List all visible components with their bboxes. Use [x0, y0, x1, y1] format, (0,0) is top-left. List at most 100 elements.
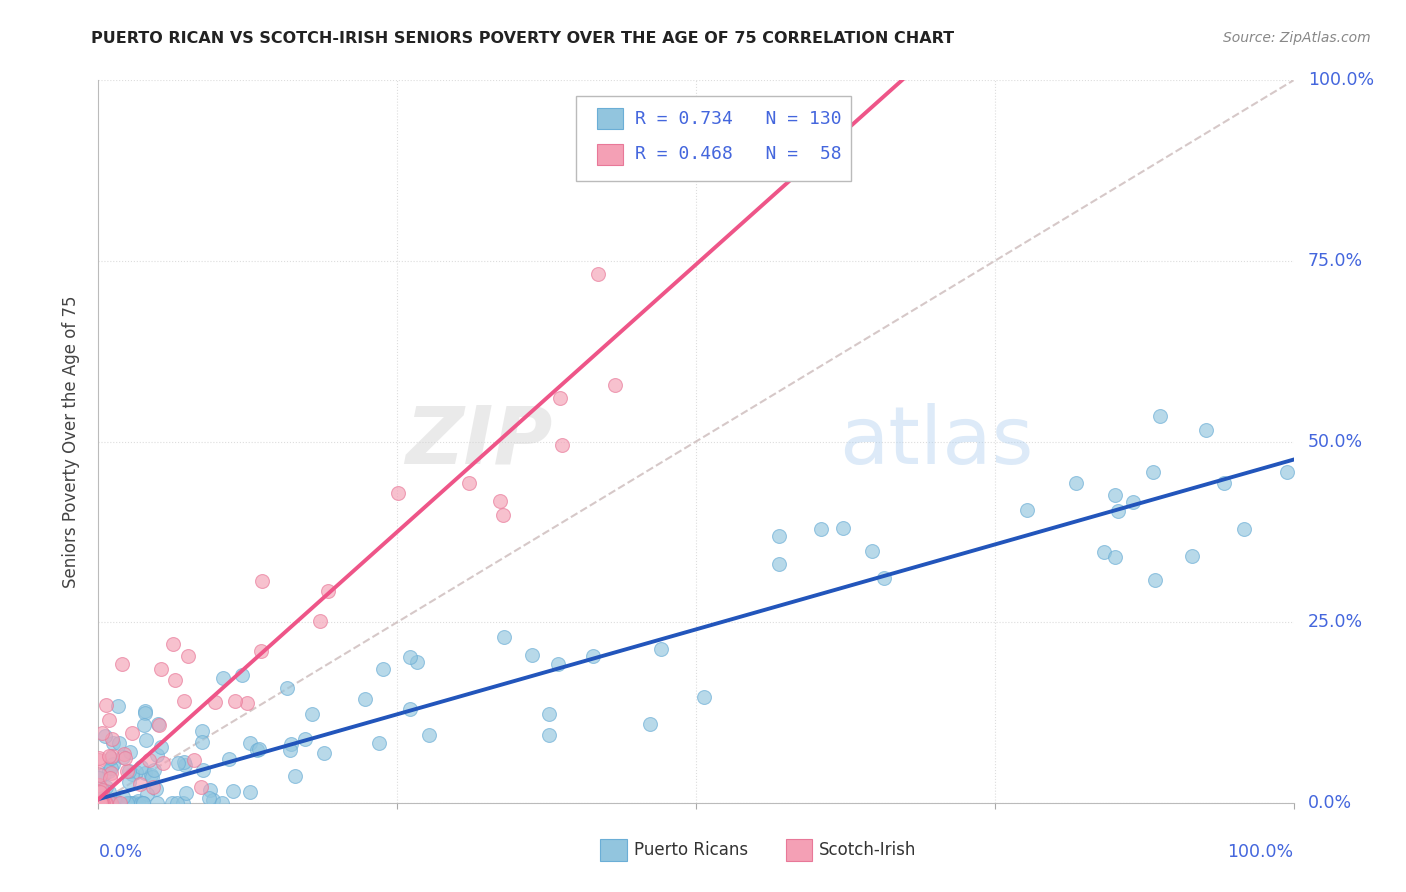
Point	[1143, 573, 1166, 587]
Point	[98, 796, 121, 810]
FancyBboxPatch shape	[786, 838, 811, 861]
Point	[239, 736, 262, 750]
Point	[1149, 409, 1171, 423]
Point	[152, 756, 174, 770]
Point	[100, 761, 122, 775]
Point	[136, 787, 159, 801]
Point	[367, 736, 389, 750]
Point	[250, 644, 273, 658]
Point	[1104, 550, 1126, 565]
Point	[198, 791, 221, 805]
Point	[586, 267, 609, 281]
Point	[87, 779, 110, 793]
Point	[650, 642, 672, 657]
Point	[1181, 549, 1204, 563]
Point	[132, 717, 155, 731]
Point	[134, 706, 156, 721]
Point	[276, 681, 298, 695]
Point	[551, 437, 574, 451]
Point	[118, 774, 141, 789]
Point	[98, 764, 121, 779]
Point	[191, 723, 214, 738]
Point	[149, 661, 172, 675]
Point	[142, 780, 165, 794]
Point	[1092, 545, 1115, 559]
Point	[1212, 475, 1234, 490]
Text: 75.0%: 75.0%	[1308, 252, 1362, 270]
Point	[398, 649, 420, 664]
Text: 0.0%: 0.0%	[98, 843, 142, 861]
Point	[125, 764, 148, 779]
Point	[89, 792, 111, 806]
Point	[117, 796, 139, 810]
Point	[110, 796, 132, 810]
Point	[115, 764, 138, 778]
Point	[250, 574, 273, 588]
Point	[90, 790, 112, 805]
Point	[832, 521, 855, 535]
Point	[97, 748, 120, 763]
Point	[301, 706, 323, 721]
FancyBboxPatch shape	[600, 838, 627, 861]
Point	[538, 706, 561, 721]
Point	[129, 777, 152, 791]
Point	[97, 713, 120, 727]
Point	[810, 522, 832, 536]
Point	[222, 784, 245, 798]
Point	[93, 796, 115, 810]
Point	[87, 796, 110, 810]
Point	[87, 792, 110, 806]
Point	[91, 796, 114, 810]
Point	[139, 768, 162, 782]
Point	[112, 747, 135, 761]
Point	[308, 615, 330, 629]
Point	[148, 716, 170, 731]
Point	[163, 673, 186, 687]
Point	[94, 796, 117, 810]
Point	[132, 796, 155, 810]
FancyBboxPatch shape	[596, 108, 623, 129]
Point	[96, 780, 118, 795]
Point	[201, 792, 224, 806]
Point	[537, 728, 560, 742]
Point	[547, 657, 569, 671]
Point	[1275, 465, 1298, 479]
Point	[190, 780, 212, 794]
Point	[173, 758, 195, 772]
Text: 50.0%: 50.0%	[1308, 433, 1362, 450]
Point	[211, 796, 233, 810]
Point	[89, 796, 111, 810]
Point	[89, 794, 111, 808]
Point	[107, 699, 129, 714]
Point	[111, 657, 134, 671]
Text: R = 0.468   N =  58: R = 0.468 N = 58	[636, 145, 842, 163]
Point	[246, 743, 269, 757]
Point	[193, 763, 215, 777]
Text: 0.0%: 0.0%	[1308, 794, 1353, 812]
Point	[91, 796, 114, 810]
Point	[173, 693, 195, 707]
Point	[218, 752, 240, 766]
Point	[522, 648, 544, 663]
Point	[97, 785, 120, 799]
Point	[176, 786, 198, 800]
Point	[183, 753, 205, 767]
Point	[190, 734, 212, 748]
Point	[100, 751, 122, 765]
Point	[89, 796, 111, 810]
Point	[121, 767, 143, 781]
Point	[101, 736, 124, 750]
Point	[284, 769, 307, 783]
Point	[146, 748, 169, 763]
Point	[146, 796, 169, 810]
Point	[135, 732, 157, 747]
Point	[89, 750, 111, 764]
Point	[198, 783, 221, 797]
Point	[603, 377, 626, 392]
Point	[353, 691, 375, 706]
Point	[204, 696, 226, 710]
Point	[458, 476, 481, 491]
Text: 100.0%: 100.0%	[1308, 71, 1374, 89]
Text: PUERTO RICAN VS SCOTCH-IRISH SENIORS POVERTY OVER THE AGE OF 75 CORRELATION CHAR: PUERTO RICAN VS SCOTCH-IRISH SENIORS POV…	[91, 31, 955, 46]
Point	[236, 697, 259, 711]
